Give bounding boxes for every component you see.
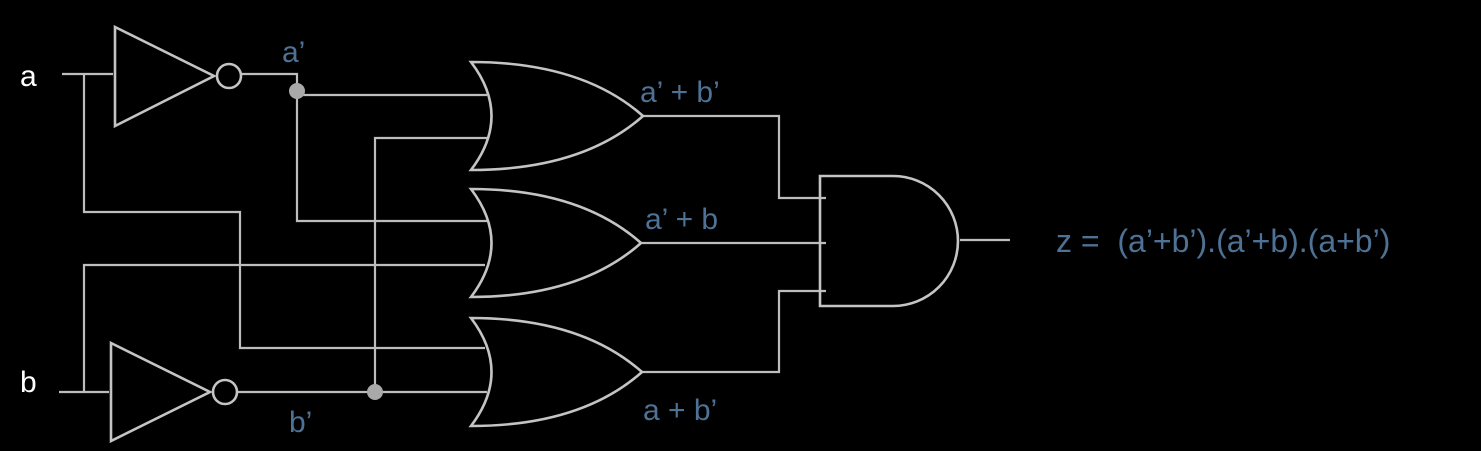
junction-dot-b-not	[367, 384, 383, 400]
wire-a-not-to-or2	[295, 95, 487, 223]
or-gate-3	[468, 316, 644, 428]
wire-or1-to-and	[643, 114, 826, 200]
wire-b-not-to-or1	[373, 136, 487, 392]
input-label-b: b	[20, 366, 37, 399]
or-gate-1-output-label: a’ + b’	[640, 76, 720, 109]
output-expression: z = (a’+b’).(a’+b).(a+b’)	[1056, 223, 1390, 259]
or-gate-3-output-label: a + b’	[643, 394, 717, 427]
or-gate-2	[468, 187, 643, 299]
wire-a-not-to-or1	[295, 91, 487, 97]
or-gate-1	[468, 60, 645, 172]
wire-a-branch-down	[82, 74, 485, 350]
not-gate-b	[109, 340, 239, 444]
wire-a-not-out	[241, 72, 299, 91]
not-gate-a	[113, 24, 243, 129]
input-label-a: a	[20, 60, 37, 93]
signal-label-b-not: b’	[289, 406, 312, 439]
wire-b-branch-up	[82, 263, 485, 392]
or-gate-2-output-label: a’ + b	[645, 203, 718, 236]
wire-or3-to-and	[642, 289, 826, 374]
wires	[59, 72, 1010, 394]
junction-dot-a-not	[289, 83, 305, 99]
and-gate	[818, 174, 960, 308]
signal-label-a-not: a’	[282, 36, 305, 69]
